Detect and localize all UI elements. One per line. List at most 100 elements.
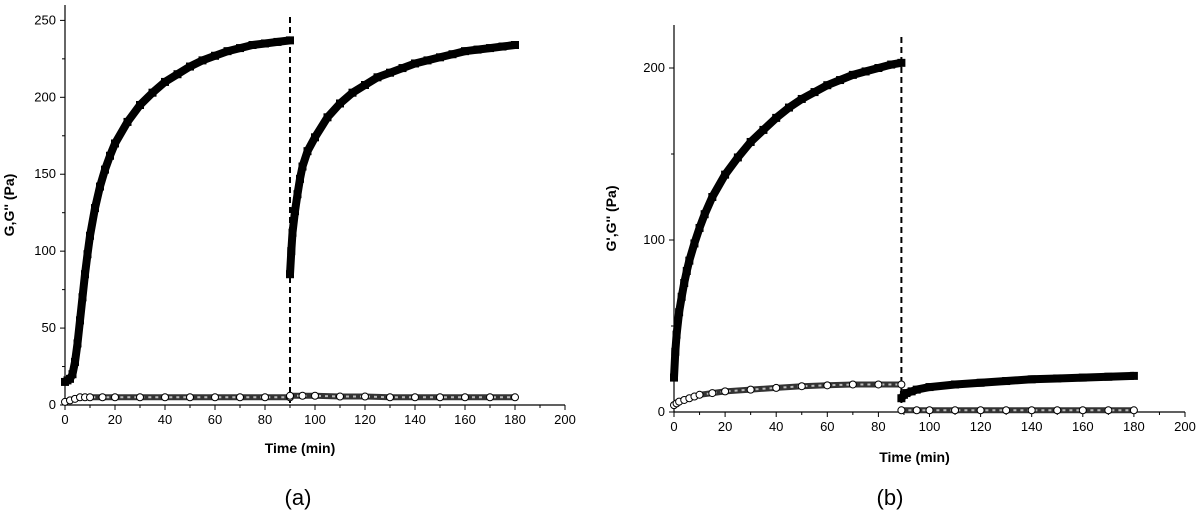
data-point	[511, 393, 519, 402]
data-point	[303, 147, 312, 156]
data-point	[1027, 406, 1036, 415]
data-point	[248, 41, 257, 49]
data-point	[161, 393, 169, 402]
data-point	[386, 393, 394, 402]
data-point	[106, 151, 114, 160]
data-point	[721, 170, 730, 179]
chart-panel-1: 0 20 40 60 80 100 120 140 160 180 200 0 50 100 150 200 2…	[1, 5, 576, 510]
data-point	[695, 223, 704, 232]
data-point	[96, 182, 104, 191]
data-point	[861, 67, 870, 76]
x-tick-label: 40	[769, 419, 783, 434]
y-tick-label: 250	[34, 12, 56, 27]
data-point	[311, 133, 319, 142]
data-point	[700, 210, 709, 219]
data-point	[912, 406, 921, 415]
data-point	[682, 266, 691, 275]
x-tick-label: 120	[354, 412, 376, 427]
data-point	[323, 113, 332, 122]
data-point	[86, 231, 94, 240]
x-tick-label: 0	[670, 419, 677, 434]
data-point	[73, 339, 82, 348]
data-point	[123, 117, 132, 126]
data-point	[1104, 372, 1113, 381]
x-tick-label: 20	[718, 419, 732, 434]
data-point	[436, 393, 444, 402]
data-point	[361, 392, 369, 401]
data-point	[236, 393, 244, 402]
data-point	[897, 406, 906, 415]
data-point	[746, 385, 755, 394]
data-point	[912, 385, 921, 394]
chart-panel-2: 0 20 40 60 80 100 120 140 160 180 200 0 100 200 Time (…	[603, 25, 1196, 510]
data-point	[81, 270, 89, 279]
data-point	[373, 73, 382, 82]
data-point	[1104, 406, 1113, 415]
data-point	[1053, 406, 1062, 415]
panel-label: (b)	[877, 485, 904, 510]
data-point	[298, 162, 307, 171]
y-tick-label: 150	[34, 166, 56, 181]
data-point	[211, 393, 219, 402]
data-point	[902, 389, 911, 398]
x-tick-label: 0	[61, 412, 68, 427]
data-point	[672, 330, 681, 339]
data-point	[111, 393, 119, 402]
panel-label: (a)	[285, 485, 312, 510]
data-point	[223, 47, 232, 56]
data-point	[461, 393, 469, 402]
data-point	[173, 70, 182, 79]
data-point	[1078, 406, 1087, 415]
series-storage-modulus	[670, 58, 1138, 403]
data-point	[797, 382, 806, 391]
data-point	[111, 139, 119, 148]
data-point	[695, 390, 704, 399]
y-tick-label: 100	[34, 243, 56, 258]
data-point	[298, 391, 307, 400]
data-point	[136, 101, 144, 109]
data-point	[68, 370, 77, 379]
x-tick-label: 60	[820, 419, 834, 434]
data-point	[286, 36, 294, 45]
data-point	[423, 56, 432, 65]
data-point	[1129, 406, 1138, 415]
x-tick-label: 200	[554, 412, 576, 427]
data-point	[336, 99, 344, 108]
data-point	[71, 357, 79, 366]
data-point	[976, 406, 985, 415]
data-point	[897, 58, 906, 67]
data-point	[907, 387, 916, 396]
x-axis-label: Time (min)	[265, 440, 336, 456]
data-point	[685, 256, 694, 265]
x-tick-label: 160	[1072, 419, 1094, 434]
data-point	[411, 393, 419, 402]
x-tick-label: 80	[258, 412, 272, 427]
data-point	[101, 165, 109, 174]
data-point	[311, 391, 319, 400]
data-point	[448, 50, 457, 59]
x-axis-label: Time (min)	[879, 449, 950, 465]
data-point	[976, 378, 985, 387]
data-point	[261, 39, 269, 48]
x-tick-label: 120	[970, 419, 992, 434]
data-point	[925, 383, 934, 392]
data-point	[874, 380, 883, 389]
data-point	[690, 239, 699, 248]
data-point	[288, 228, 297, 237]
data-point	[1027, 375, 1036, 384]
data-point	[1002, 406, 1011, 415]
data-point	[1078, 373, 1087, 382]
data-point	[733, 153, 742, 162]
x-tick-label: 80	[871, 419, 885, 434]
data-point	[772, 113, 781, 122]
data-point	[186, 393, 194, 402]
data-point	[1129, 371, 1138, 380]
x-tick-label: 140	[404, 412, 426, 427]
x-tick-label: 140	[1021, 419, 1043, 434]
data-point	[746, 137, 755, 146]
data-point	[784, 103, 793, 112]
y-tick-label: 100	[643, 232, 665, 247]
data-point	[198, 56, 207, 65]
data-point	[810, 88, 819, 97]
